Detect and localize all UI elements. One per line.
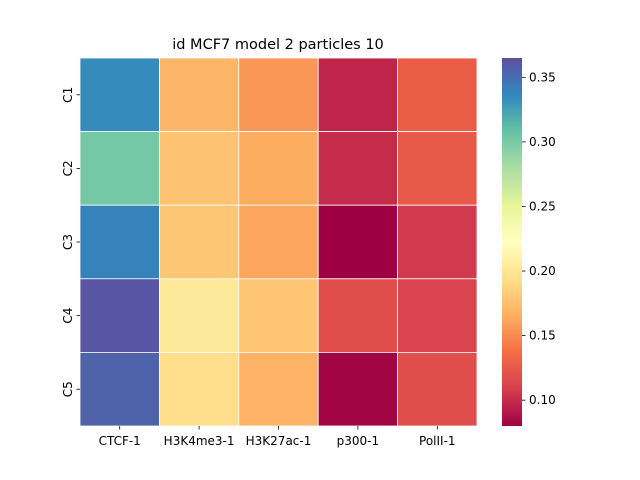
heatmap-cell-C4-CTCF-1 <box>79 278 160 353</box>
heatmap-cells <box>79 57 478 427</box>
heatmap-cell-C2-H3K27ac-1 <box>238 131 319 206</box>
heatmap-cell-C5-PolII-1 <box>397 351 478 427</box>
heatmap-cell-C3-CTCF-1 <box>79 204 160 280</box>
heatmap-cell-C2-CTCF-1 <box>79 131 160 206</box>
y-tick-label: C4 <box>61 308 75 324</box>
heatmap-cell-C5-p300-1 <box>317 351 399 427</box>
heatmap-cell-C3-H3K27ac-1 <box>238 204 319 280</box>
heatmap-cell-C3-PolII-1 <box>397 204 478 280</box>
colorbar-ticks: 0.10 0.15 0.20 0.25 0.30 0.35 <box>522 70 556 407</box>
heatmap-cell-C1-PolII-1 <box>397 57 478 132</box>
heatmap-cell-C4-H3K4me3-1 <box>158 278 240 353</box>
colorbar-tick-label: 0.15 <box>529 329 556 343</box>
heatmap-cell-C4-H3K27ac-1 <box>238 278 319 353</box>
heatmap-cell-C4-p300-1 <box>317 278 399 353</box>
x-tick-label: H3K27ac-1 <box>246 434 312 448</box>
heatmap-cell-C3-p300-1 <box>317 204 399 280</box>
heatmap-cell-C4-PolII-1 <box>397 278 478 353</box>
heatmap-cell-C2-p300-1 <box>317 131 399 206</box>
y-tick-label: C5 <box>61 381 75 397</box>
heatmap-cell-C5-H3K4me3-1 <box>158 351 240 427</box>
x-axis: CTCF-1 H3K4me3-1 H3K27ac-1 p300-1 PolII-1 <box>99 426 456 448</box>
heatmap-cell-C5-H3K27ac-1 <box>238 351 319 427</box>
heatmap-cell-C1-H3K27ac-1 <box>238 57 319 132</box>
x-tick-label: CTCF-1 <box>99 434 141 448</box>
heatmap-cell-C5-CTCF-1 <box>79 351 160 427</box>
heatmap-cell-C3-H3K4me3-1 <box>158 204 240 280</box>
colorbar-tick-label: 0.35 <box>529 70 556 84</box>
x-tick-label: H3K4me3-1 <box>164 434 235 448</box>
heatmap-cell-C2-H3K4me3-1 <box>158 131 240 206</box>
colorbar: 0.10 0.15 0.20 0.25 0.30 0.35 <box>502 58 556 426</box>
colorbar-tick-label: 0.30 <box>529 135 556 149</box>
colorbar-tick-label: 0.10 <box>529 393 556 407</box>
x-tick-label: PolII-1 <box>419 434 456 448</box>
y-tick-label: C1 <box>61 87 75 103</box>
x-tick-label: p300-1 <box>337 434 380 448</box>
heatmap-cell-C1-p300-1 <box>317 57 399 132</box>
y-tick-label: C3 <box>61 234 75 250</box>
y-axis: C1 C2 C3 C4 C5 <box>61 87 80 397</box>
heatmap-cell-C1-CTCF-1 <box>79 57 160 132</box>
colorbar-tick-label: 0.25 <box>529 199 556 213</box>
heatmap-cell-C1-H3K4me3-1 <box>158 57 240 132</box>
heatmap-cell-C2-PolII-1 <box>397 131 478 206</box>
chart-title: id MCF7 model 2 particles 10 <box>172 37 384 53</box>
colorbar-gradient <box>502 58 522 426</box>
colorbar-tick-label: 0.20 <box>529 264 556 278</box>
y-tick-label: C2 <box>61 160 75 176</box>
